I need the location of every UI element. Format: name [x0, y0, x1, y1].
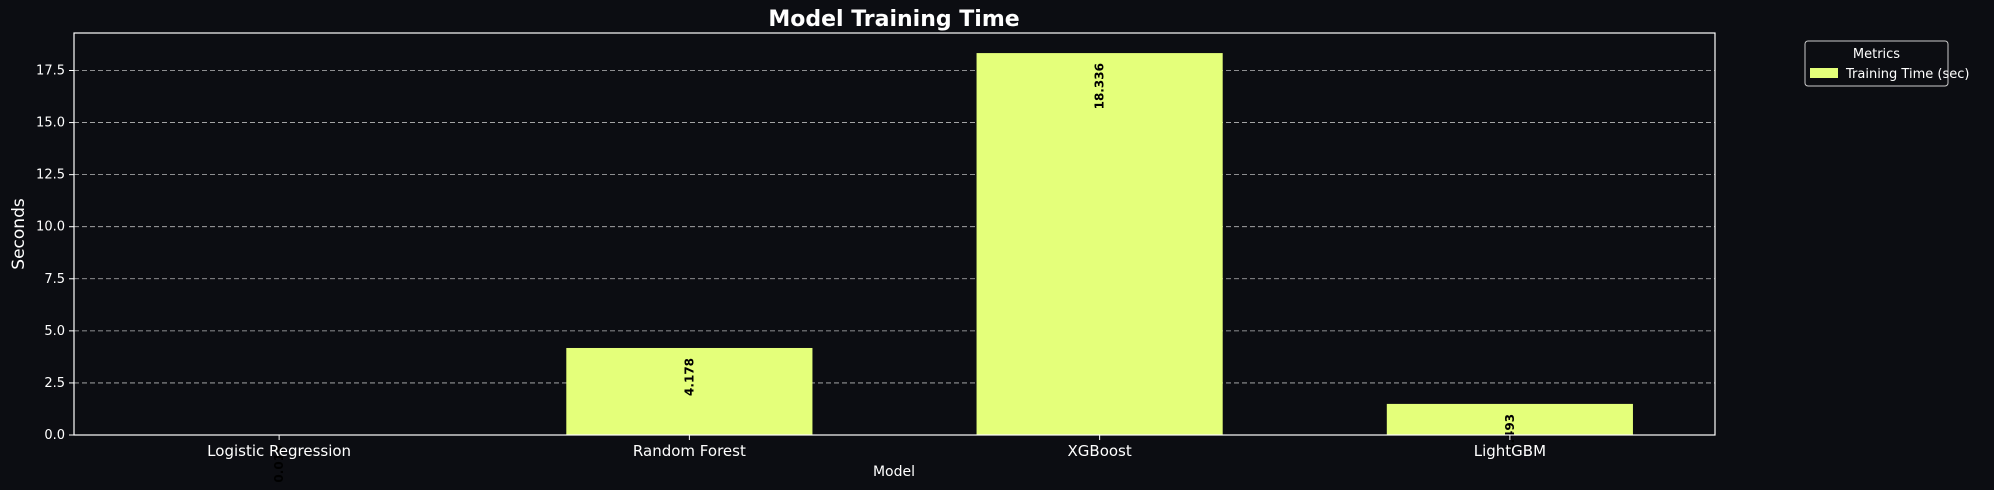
bar-value-label: 18.336 [1093, 63, 1107, 109]
bar [566, 347, 813, 435]
legend-box [1804, 40, 1949, 87]
y-axis-label: Seconds [9, 198, 29, 270]
bar-value-label: 4.178 [682, 358, 696, 396]
legend-entry-label: Training Time (sec) [1845, 67, 1969, 82]
plot-area-frame [73, 32, 1716, 436]
y-tick-label: 0.0 [44, 428, 65, 443]
y-tick-label: 17.5 [36, 63, 65, 78]
x-tick-label: Logistic Regression [207, 442, 351, 460]
bar-value-label: 0.019 [272, 445, 286, 483]
grid-lines [74, 70, 1715, 384]
y-tick-label: 10.0 [36, 220, 65, 235]
y-tick-label: 7.5 [44, 272, 65, 287]
bar [1386, 403, 1633, 435]
legend[interactable]: Metrics Training Time (sec) [1804, 40, 1969, 87]
y-tick-label: 2.5 [44, 376, 65, 391]
bar [976, 53, 1223, 436]
x-tick-label: XGBoost [1068, 442, 1132, 460]
legend-swatch [1810, 68, 1838, 78]
x-tick-label: Random Forest [633, 442, 746, 460]
x-axis-ticks: Logistic Regression Random Forest XGBoost L… [207, 435, 1546, 460]
y-tick-label: 15.0 [36, 116, 65, 131]
bar-value-label: 1.493 [1503, 414, 1517, 452]
y-axis-ticks: 0.0 2.5 5.0 7.5 10.0 12.5 15.0 17.5 [36, 63, 74, 443]
x-axis-label: Model [873, 464, 915, 480]
y-tick-label: 5.0 [44, 324, 65, 339]
bars [156, 53, 1633, 436]
x-tick-label: LightGBM [1474, 442, 1546, 460]
chart-title: Model Training Time [768, 7, 1019, 32]
legend-title: Metrics [1853, 47, 1900, 62]
y-tick-label: 12.5 [36, 168, 65, 183]
bar-value-labels: 0.019 4.178 18.336 1.493 [272, 63, 1517, 482]
